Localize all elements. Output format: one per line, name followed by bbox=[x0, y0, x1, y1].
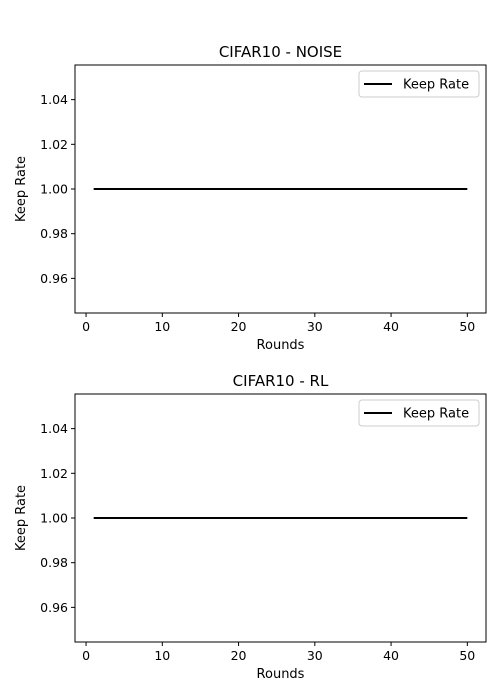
legend-box bbox=[358, 399, 480, 427]
y-tick-label: 1.04 bbox=[40, 421, 68, 436]
x-axis-label: Rounds bbox=[257, 667, 305, 682]
x-tick-label: 20 bbox=[231, 648, 247, 663]
x-tick-label: 10 bbox=[154, 648, 170, 663]
y-tick-label: 1.04 bbox=[40, 92, 68, 107]
x-axis-label: Rounds bbox=[257, 338, 305, 353]
legend: Keep Rate bbox=[358, 70, 480, 98]
y-tick-label: 1.02 bbox=[40, 466, 68, 481]
y-axis-label: Keep Rate bbox=[14, 156, 29, 222]
legend-label: Keep Rate bbox=[403, 78, 469, 93]
y-tick-label: 0.98 bbox=[40, 555, 68, 570]
x-tick-label: 40 bbox=[383, 648, 399, 663]
y-tick-label: 0.96 bbox=[40, 600, 68, 615]
y-tick-label: 1.00 bbox=[40, 182, 68, 197]
x-tick-label: 30 bbox=[307, 319, 323, 334]
y-tick-label: 0.98 bbox=[40, 226, 68, 241]
legend-label: Keep Rate bbox=[403, 407, 469, 422]
chart-title: CIFAR10 - RL bbox=[233, 372, 329, 390]
chart-cifar10-rl: CIFAR10 - RL 0 10 20 30 40 50 0.96 0.98 1.00 1.02 1… bbox=[14, 372, 487, 682]
x-tick-label: 50 bbox=[459, 319, 475, 334]
x-tick-label: 0 bbox=[82, 648, 90, 663]
chart-cifar10-noise: CIFAR10 - NOISE 0 10 20 30 40 50 0.96 0.98 1.00 1.… bbox=[14, 43, 487, 353]
x-tick-label: 30 bbox=[307, 648, 323, 663]
legend: Keep Rate bbox=[358, 399, 480, 427]
x-tick-label: 10 bbox=[154, 319, 170, 334]
x-tick-label: 50 bbox=[459, 648, 475, 663]
y-tick-label: 0.96 bbox=[40, 271, 68, 286]
x-tick-label: 40 bbox=[383, 319, 399, 334]
legend-box bbox=[358, 70, 480, 98]
y-tick-label: 1.02 bbox=[40, 137, 68, 152]
chart-title: CIFAR10 - NOISE bbox=[219, 43, 342, 61]
x-tick-label: 20 bbox=[231, 319, 247, 334]
y-axis-label: Keep Rate bbox=[14, 485, 29, 551]
x-tick-label: 0 bbox=[82, 319, 90, 334]
y-tick-label: 1.00 bbox=[40, 511, 68, 526]
